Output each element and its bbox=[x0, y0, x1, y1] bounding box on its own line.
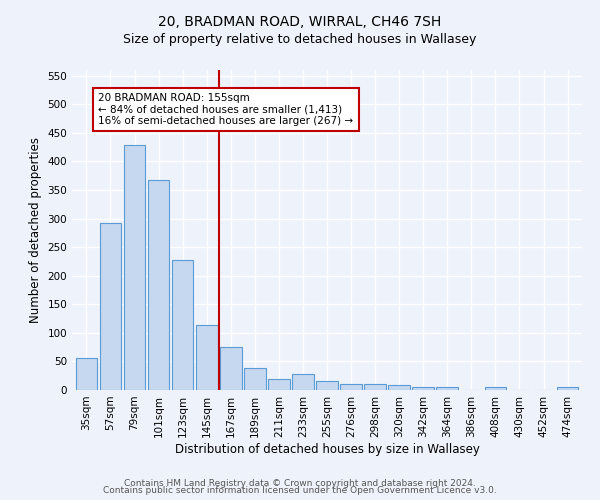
Bar bbox=[485, 386, 506, 390]
Bar bbox=[124, 145, 145, 390]
Bar bbox=[436, 387, 458, 390]
Bar bbox=[388, 386, 410, 390]
X-axis label: Distribution of detached houses by size in Wallasey: Distribution of detached houses by size … bbox=[175, 442, 479, 456]
Text: Size of property relative to detached houses in Wallasey: Size of property relative to detached ho… bbox=[124, 32, 476, 46]
Bar bbox=[172, 260, 193, 390]
Bar bbox=[412, 387, 434, 390]
Bar bbox=[148, 180, 169, 390]
Bar bbox=[364, 384, 386, 390]
Bar bbox=[292, 374, 314, 390]
Y-axis label: Number of detached properties: Number of detached properties bbox=[29, 137, 42, 323]
Bar bbox=[76, 358, 97, 390]
Text: 20, BRADMAN ROAD, WIRRAL, CH46 7SH: 20, BRADMAN ROAD, WIRRAL, CH46 7SH bbox=[158, 15, 442, 29]
Text: Contains public sector information licensed under the Open Government Licence v3: Contains public sector information licen… bbox=[103, 486, 497, 495]
Bar bbox=[316, 382, 338, 390]
Bar bbox=[340, 384, 362, 390]
Text: Contains HM Land Registry data © Crown copyright and database right 2024.: Contains HM Land Registry data © Crown c… bbox=[124, 478, 476, 488]
Bar bbox=[268, 378, 290, 390]
Bar bbox=[244, 368, 266, 390]
Bar bbox=[220, 346, 242, 390]
Bar bbox=[100, 222, 121, 390]
Text: 20 BRADMAN ROAD: 155sqm
← 84% of detached houses are smaller (1,413)
16% of semi: 20 BRADMAN ROAD: 155sqm ← 84% of detache… bbox=[98, 93, 353, 126]
Bar bbox=[557, 387, 578, 390]
Bar bbox=[196, 325, 218, 390]
